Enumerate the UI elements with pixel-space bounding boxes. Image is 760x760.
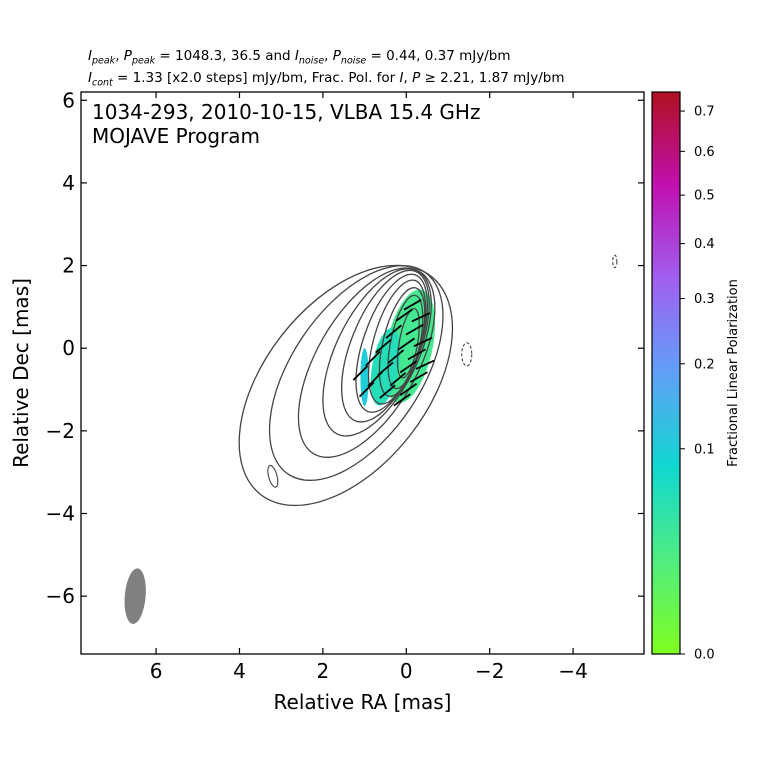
- x-axis-label: Relative RA [mas]: [274, 690, 452, 714]
- colorbar-tick-label: 0.3: [694, 292, 715, 307]
- evpa-vector: [407, 348, 426, 361]
- contour-level: [268, 265, 444, 481]
- polarization-region: [360, 348, 369, 407]
- colorbar-tick-label: 0.7: [694, 105, 715, 120]
- x-tick-label: −4: [558, 659, 587, 683]
- evpa-vector: [409, 371, 428, 383]
- annotation-program: MOJAVE Program: [92, 124, 260, 148]
- evpa-vector: [375, 339, 392, 354]
- x-tick-label: −2: [475, 659, 504, 683]
- colorbar-label: Fractional Linear Polarization: [726, 279, 741, 467]
- colorbar-tick-label: 0.5: [694, 189, 715, 204]
- y-axis-label: Relative Dec [mas]: [9, 278, 33, 468]
- x-tick-label: 4: [233, 659, 246, 683]
- colorbar-tick-label: 0.1: [694, 442, 715, 457]
- evpa-vector: [365, 350, 381, 367]
- y-tick-label: 4: [62, 171, 75, 195]
- evpa-vector: [411, 312, 431, 323]
- evpa-vector: [352, 365, 369, 381]
- colorbar-tick-label: 0.0: [694, 648, 715, 663]
- contour-level: [387, 294, 424, 390]
- evpa-vector: [358, 381, 375, 398]
- y-tick-label: −2: [46, 419, 75, 443]
- plot-frame: [80, 91, 645, 655]
- contour-level: [238, 264, 454, 507]
- y-tick-label: 6: [62, 88, 75, 112]
- colorbar-tick-label: 0.6: [694, 145, 715, 160]
- colorbar-tick-label: 0.4: [694, 237, 715, 252]
- header-line-contours: Icont = 1.33 [x2.0 steps] mJy/bm, Frac. …: [88, 70, 565, 89]
- annotation-title: 1034-293, 2010-10-15, VLBA 15.4 GHz: [92, 100, 480, 124]
- header-line-intensity: Ipeak, Ppeak = 1048.3, 36.5 and Inoise, …: [88, 48, 511, 67]
- evpa-vector: [415, 359, 435, 370]
- colorbar-tick-label: 0.2: [694, 357, 715, 372]
- evpa-vector: [399, 360, 418, 374]
- evpa-vector: [403, 299, 422, 311]
- evpa-vector: [395, 308, 413, 322]
- x-tick-label: 2: [317, 659, 330, 683]
- evpa-vector: [397, 337, 415, 351]
- y-tick-label: −6: [46, 584, 75, 608]
- evpa-vector: [405, 323, 424, 336]
- plot-area: [124, 254, 618, 624]
- x-tick-label: 6: [150, 659, 163, 683]
- y-tick-label: −4: [46, 502, 75, 526]
- x-tick-label: 0: [400, 659, 413, 683]
- colorbar: [651, 91, 681, 655]
- evpa-vector: [377, 361, 394, 376]
- evpa-vector: [413, 336, 433, 348]
- contour-island: [267, 464, 279, 488]
- contour-island: [461, 342, 473, 367]
- y-tick-label: 0: [62, 336, 75, 360]
- evpa-vector: [387, 349, 405, 364]
- evpa-vector: [399, 383, 418, 397]
- beam-ellipse: [124, 568, 146, 624]
- evpa-vector: [389, 372, 407, 387]
- contour-level: [322, 268, 432, 437]
- contour-island: [612, 254, 618, 269]
- evpa-vector: [393, 393, 411, 407]
- y-tick-label: 2: [62, 254, 75, 278]
- evpa-vector: [379, 384, 396, 399]
- evpa-vector: [385, 324, 403, 339]
- contour-level: [378, 287, 426, 397]
